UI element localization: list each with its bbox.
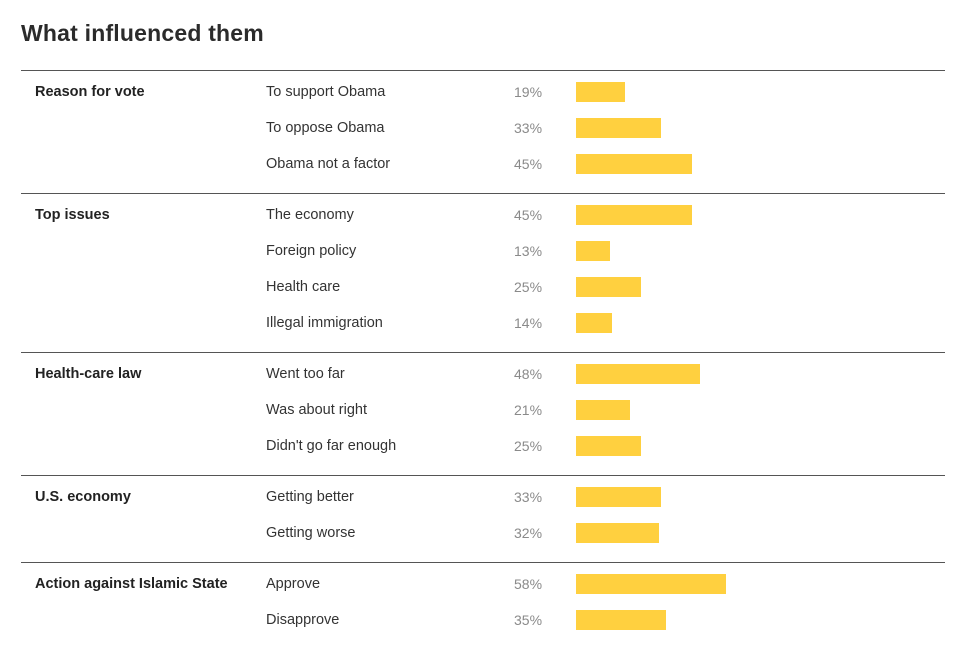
category-label: Obama not a factor xyxy=(266,156,391,172)
category-label: The economy xyxy=(266,207,354,223)
section-action-against-islamic-state: Action against Islamic State Approve 58% Di… xyxy=(21,562,945,648)
category-label: Didn't go far enough xyxy=(266,438,397,454)
section-top-issues: Top issues The economy 45% Foreign policy 13… xyxy=(21,193,945,351)
bar xyxy=(576,523,659,543)
value-label: 35% xyxy=(514,612,543,628)
bar xyxy=(576,205,692,225)
bar-row: Obama not a factor 45% xyxy=(21,146,945,182)
bar-row: Was about right 21% xyxy=(21,392,945,428)
bar xyxy=(576,241,610,261)
section-u-s-economy: U.S. economy Getting better 33% Getting wor… xyxy=(21,475,945,561)
value-label: 48% xyxy=(514,366,543,382)
value-label: 45% xyxy=(514,156,543,172)
bar xyxy=(576,574,726,594)
category-label: Disapprove xyxy=(266,612,340,628)
bar-row: Health care 25% xyxy=(21,269,945,305)
bar-row: To support Obama 19% xyxy=(21,74,945,110)
bar xyxy=(576,364,700,384)
bar xyxy=(576,610,666,630)
bar xyxy=(576,82,625,102)
category-label: Went too far xyxy=(266,366,345,382)
section-label: Health-care law xyxy=(35,366,142,382)
value-label: 45% xyxy=(514,207,543,223)
value-label: 13% xyxy=(514,243,543,259)
section-label: Reason for vote xyxy=(35,84,145,100)
value-label: 19% xyxy=(514,84,543,100)
category-label: Approve xyxy=(266,576,321,592)
bar-row: The economy 45% xyxy=(21,197,945,233)
value-label: 58% xyxy=(514,576,543,592)
value-label: 25% xyxy=(514,438,543,454)
category-label: Getting better xyxy=(266,489,354,505)
chart-title: What influenced them xyxy=(21,20,264,46)
bar xyxy=(576,487,661,507)
category-label: Foreign policy xyxy=(266,243,357,259)
bar xyxy=(576,277,641,297)
value-label: 14% xyxy=(514,315,543,331)
bar xyxy=(576,400,630,420)
section-label: Top issues xyxy=(35,207,110,223)
bar-row: Getting better 33% xyxy=(21,479,945,515)
category-label: Was about right xyxy=(266,402,368,418)
bar-row: Illegal immigration 14% xyxy=(21,305,945,341)
bar-row: Went too far 48% xyxy=(21,356,945,392)
section-label: U.S. economy xyxy=(35,489,131,505)
value-label: 21% xyxy=(514,402,543,418)
category-label: To support Obama xyxy=(266,84,386,100)
bar-row: Foreign policy 13% xyxy=(21,233,945,269)
bar-row: Disapprove 35% xyxy=(21,602,945,638)
category-label: To oppose Obama xyxy=(266,120,385,136)
section-health-care-law: Health-care law Went too far 48% Was about … xyxy=(21,352,945,474)
category-label: Illegal immigration xyxy=(266,315,383,331)
bar xyxy=(576,436,641,456)
value-label: 33% xyxy=(514,120,543,136)
bar-row: Approve 58% xyxy=(21,566,945,602)
bar-row: Getting worse 32% xyxy=(21,515,945,551)
section-reason-for-vote: Reason for vote To support Obama 19% To opp… xyxy=(21,70,945,192)
category-label: Health care xyxy=(266,279,341,295)
category-label: Getting worse xyxy=(266,525,356,541)
bar xyxy=(576,313,612,333)
bar-row: Didn't go far enough 25% xyxy=(21,428,945,464)
bar xyxy=(576,118,661,138)
bar-row: To oppose Obama 33% xyxy=(21,110,945,146)
bar xyxy=(576,154,692,174)
value-label: 25% xyxy=(514,279,543,295)
value-label: 33% xyxy=(514,489,543,505)
section-label: Action against Islamic State xyxy=(35,576,228,592)
value-label: 32% xyxy=(514,525,543,541)
